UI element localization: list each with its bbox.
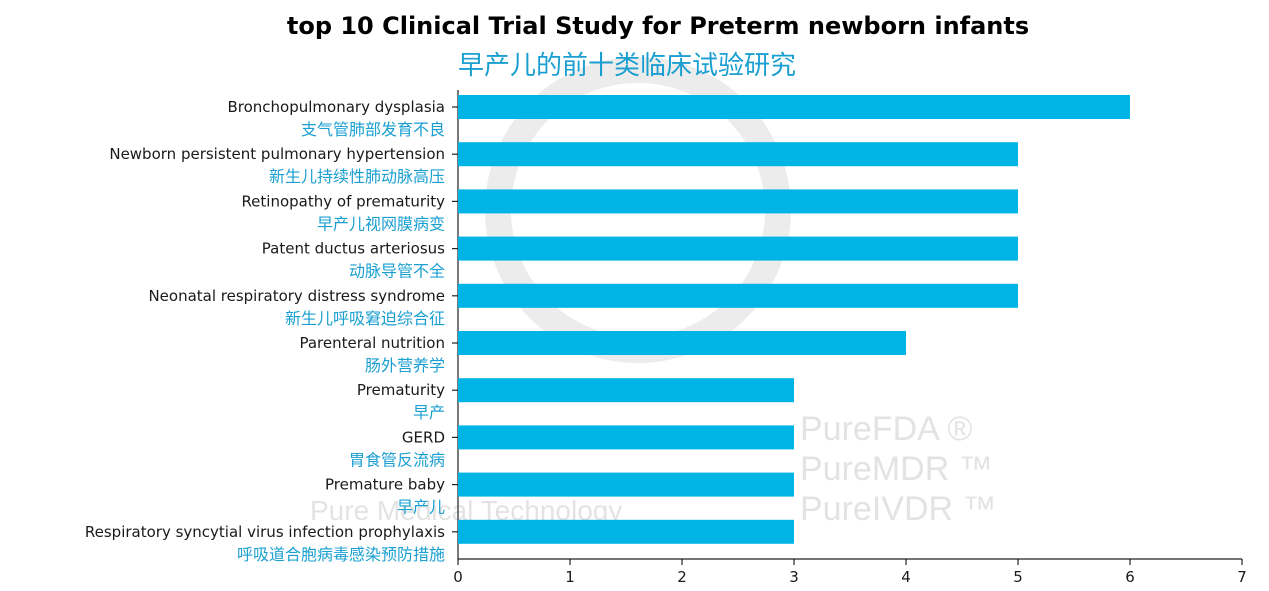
- category-label-zh: 新生儿持续性肺动脉高压: [269, 167, 445, 186]
- category-label-zh: 动脉导管不全: [349, 262, 445, 281]
- bar: [458, 283, 1018, 308]
- bar: [458, 472, 794, 497]
- category-label-en: Prematurity: [357, 381, 445, 399]
- bar: [458, 189, 1018, 214]
- bar: [458, 519, 794, 544]
- watermark-brand-2: PureMDR ™: [800, 450, 993, 488]
- category-label-zh: 早产儿视网膜病变: [317, 214, 445, 233]
- bars: [458, 95, 1130, 544]
- chart-title: top 10 Clinical Trial Study for Preterm …: [287, 12, 1029, 40]
- bar: [458, 378, 794, 403]
- x-axis-ticks: 0 1 2 3 4 5 6 7: [453, 559, 1247, 586]
- category-label-en: Respiratory syncytial virus infection pr…: [85, 523, 445, 541]
- watermark-brand-1: PureFDA ®: [800, 410, 972, 448]
- x-tick-label: 6: [1125, 568, 1135, 586]
- x-tick-label: 1: [565, 568, 575, 586]
- x-tick-label: 2: [677, 568, 687, 586]
- category-label-zh: 早产: [413, 403, 445, 422]
- x-tick-label: 0: [453, 568, 463, 586]
- bar: [458, 331, 906, 355]
- bar: [458, 142, 1018, 167]
- category-label-en: Premature baby: [325, 476, 445, 494]
- category-label-zh: 新生儿呼吸窘迫综合征: [285, 309, 445, 328]
- bar: [458, 236, 1018, 261]
- category-label-en: Neonatal respiratory distress syndrome: [148, 287, 445, 305]
- chart-subtitle: 早产儿的前十类临床试验研究: [458, 51, 796, 81]
- category-label-en: GERD: [402, 428, 445, 446]
- x-tick-label: 3: [789, 568, 799, 586]
- category-label-en: Patent ductus arteriosus: [262, 240, 445, 258]
- bar: [458, 95, 1130, 119]
- category-label-zh: 肠外营养学: [365, 356, 445, 375]
- category-label-en: Newborn persistent pulmonary hypertensio…: [109, 145, 445, 163]
- category-labels: Bronchopulmonary dysplasia 支气管肺部发育不良 Newbo…: [85, 98, 458, 564]
- watermark-brand-3: PureIVDR ™: [800, 490, 997, 528]
- category-label-en: Retinopathy of prematurity: [241, 192, 445, 210]
- category-label-zh: 早产儿: [397, 498, 445, 517]
- x-tick-label: 7: [1237, 568, 1247, 586]
- category-label-zh: 胃食管反流病: [349, 450, 445, 469]
- bar: [458, 425, 794, 450]
- category-label-en: Parenteral nutrition: [299, 334, 445, 352]
- category-label-zh: 支气管肺部发育不良: [301, 120, 445, 139]
- category-label-zh: 呼吸道合胞病毒感染预防措施: [237, 545, 445, 564]
- category-label-en: Bronchopulmonary dysplasia: [227, 98, 445, 116]
- x-tick-label: 4: [901, 568, 911, 586]
- x-tick-label: 5: [1013, 568, 1023, 586]
